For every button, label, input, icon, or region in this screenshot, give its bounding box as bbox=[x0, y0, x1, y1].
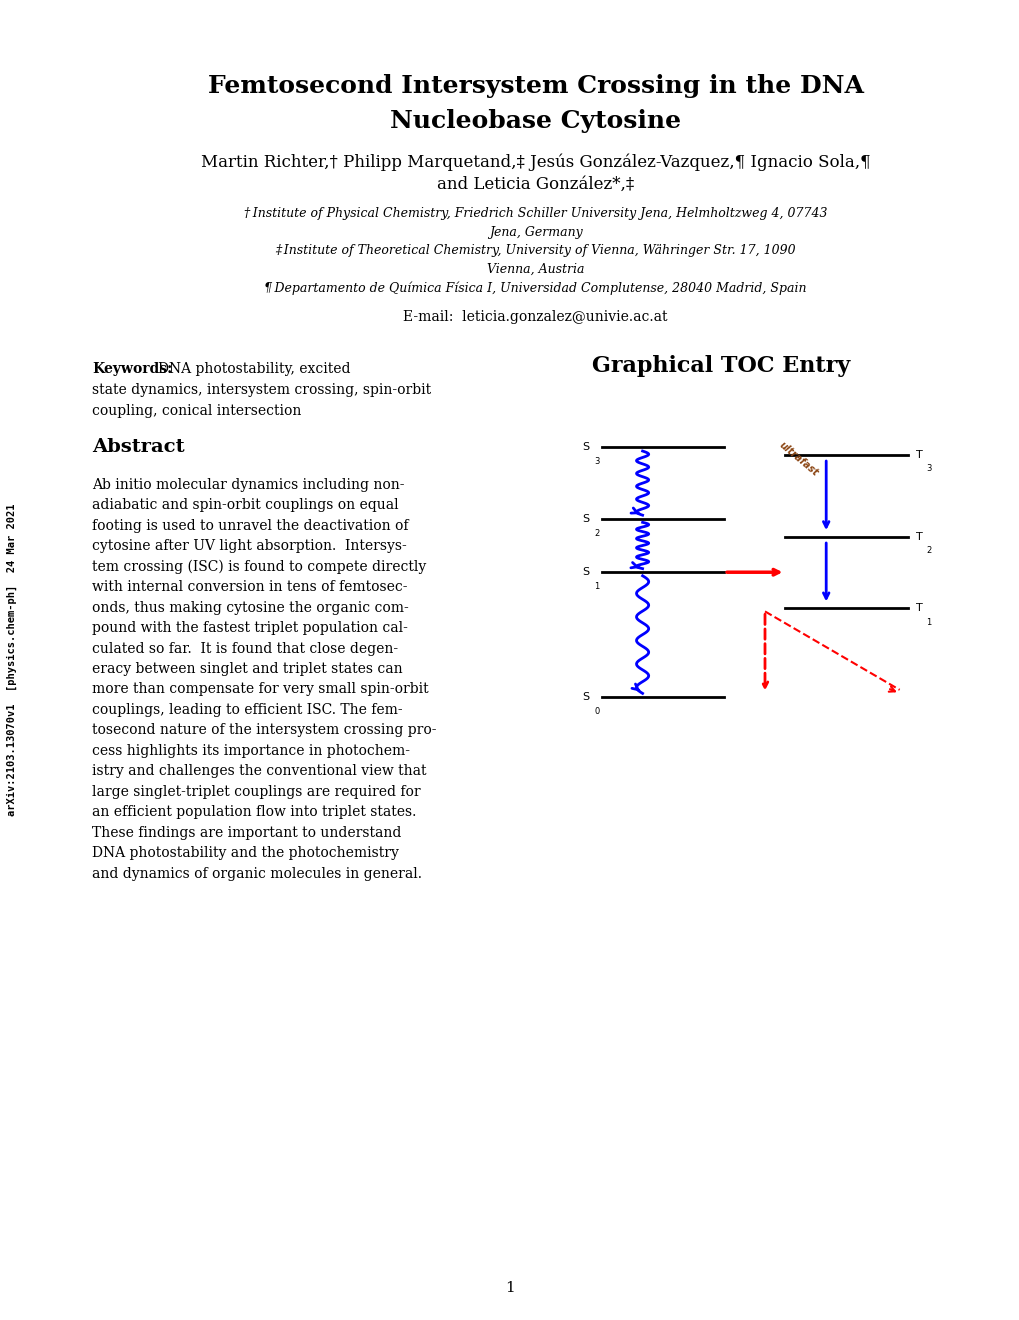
Text: 3: 3 bbox=[925, 465, 930, 474]
Text: istry and challenges the conventional view that: istry and challenges the conventional vi… bbox=[92, 764, 426, 779]
Text: These findings are important to understand: These findings are important to understa… bbox=[92, 826, 400, 840]
Text: pound with the fastest triplet population cal-: pound with the fastest triplet populatio… bbox=[92, 622, 408, 635]
Text: 1: 1 bbox=[594, 582, 599, 591]
Text: Keywords:: Keywords: bbox=[92, 362, 172, 376]
Text: † Institute of Physical Chemistry, Friedrich Schiller University Jena, Helmholtz: † Institute of Physical Chemistry, Fried… bbox=[244, 207, 826, 220]
Text: Nucleobase Cytosine: Nucleobase Cytosine bbox=[389, 110, 681, 133]
Text: tosecond nature of the intersystem crossing pro-: tosecond nature of the intersystem cross… bbox=[92, 723, 436, 738]
Text: ¶ Departamento de Química Física I, Universidad Complutense, 28040 Madrid, Spain: ¶ Departamento de Química Física I, Univ… bbox=[264, 281, 806, 294]
Text: 1: 1 bbox=[925, 618, 930, 627]
Text: Vienna, Austria: Vienna, Austria bbox=[486, 263, 584, 276]
Text: cytosine after UV light absorption.  Intersys-: cytosine after UV light absorption. Inte… bbox=[92, 539, 407, 553]
Text: T: T bbox=[915, 603, 922, 612]
Text: couplings, leading to efficient ISC. The fem-: couplings, leading to efficient ISC. The… bbox=[92, 702, 403, 717]
Text: Martin Richter,† Philipp Marquetand,‡ Jesús González-Vazquez,¶ Ignacio Sola,¶: Martin Richter,† Philipp Marquetand,‡ Je… bbox=[201, 153, 869, 172]
Text: and Leticia González*,‡: and Leticia González*,‡ bbox=[436, 177, 634, 193]
Text: 0: 0 bbox=[594, 706, 599, 715]
Text: coupling, conical intersection: coupling, conical intersection bbox=[92, 404, 301, 418]
Text: Ab initio molecular dynamics including non-: Ab initio molecular dynamics including n… bbox=[92, 478, 404, 492]
Text: S: S bbox=[582, 692, 589, 702]
Text: Jena, Germany: Jena, Germany bbox=[488, 226, 582, 239]
Text: Graphical TOC Entry: Graphical TOC Entry bbox=[591, 355, 849, 378]
Text: adiabatic and spin-orbit couplings on equal: adiabatic and spin-orbit couplings on eq… bbox=[92, 498, 398, 512]
Text: an efficient population flow into triplet states.: an efficient population flow into triple… bbox=[92, 805, 416, 820]
Text: footing is used to unravel the deactivation of: footing is used to unravel the deactivat… bbox=[92, 519, 408, 533]
Text: Abstract: Abstract bbox=[92, 438, 184, 457]
Text: more than compensate for very small spin-orbit: more than compensate for very small spin… bbox=[92, 682, 428, 697]
Text: S: S bbox=[582, 568, 589, 577]
Text: culated so far.  It is found that close degen-: culated so far. It is found that close d… bbox=[92, 642, 397, 656]
Text: and dynamics of organic molecules in general.: and dynamics of organic molecules in gen… bbox=[92, 866, 422, 880]
Text: DNA photostability and the photochemistry: DNA photostability and the photochemistr… bbox=[92, 846, 398, 861]
Text: S: S bbox=[582, 442, 589, 453]
Text: arXiv:2103.13070v1  [physics.chem-ph]  24 Mar 2021: arXiv:2103.13070v1 [physics.chem-ph] 24 … bbox=[7, 504, 17, 816]
Text: eracy between singlet and triplet states can: eracy between singlet and triplet states… bbox=[92, 663, 403, 676]
Text: ‡ Institute of Theoretical Chemistry, University of Vienna, Währinger Str. 17, 1: ‡ Institute of Theoretical Chemistry, Un… bbox=[275, 244, 795, 257]
Text: large singlet-triplet couplings are required for: large singlet-triplet couplings are requ… bbox=[92, 784, 420, 799]
Text: ultrafast: ultrafast bbox=[776, 440, 819, 478]
Text: 1: 1 bbox=[504, 1282, 515, 1295]
Text: onds, thus making cytosine the organic com-: onds, thus making cytosine the organic c… bbox=[92, 601, 409, 615]
Text: 2: 2 bbox=[925, 546, 930, 556]
Text: T: T bbox=[915, 532, 922, 541]
Text: Femtosecond Intersystem Crossing in the DNA: Femtosecond Intersystem Crossing in the … bbox=[207, 74, 863, 98]
Text: 2: 2 bbox=[594, 528, 599, 537]
Text: with internal conversion in tens of femtosec-: with internal conversion in tens of femt… bbox=[92, 581, 407, 594]
Text: cess highlights its importance in photochem-: cess highlights its importance in photoc… bbox=[92, 744, 410, 758]
Text: DNA photostability, excited: DNA photostability, excited bbox=[158, 362, 351, 376]
Text: tem crossing (ISC) is found to compete directly: tem crossing (ISC) is found to compete d… bbox=[92, 560, 426, 574]
Text: 3: 3 bbox=[594, 457, 599, 466]
Text: E-mail:  leticia.gonzalez@univie.ac.at: E-mail: leticia.gonzalez@univie.ac.at bbox=[403, 310, 667, 323]
Text: state dynamics, intersystem crossing, spin-orbit: state dynamics, intersystem crossing, sp… bbox=[92, 383, 430, 397]
Text: S: S bbox=[582, 513, 589, 524]
Text: T: T bbox=[915, 450, 922, 459]
